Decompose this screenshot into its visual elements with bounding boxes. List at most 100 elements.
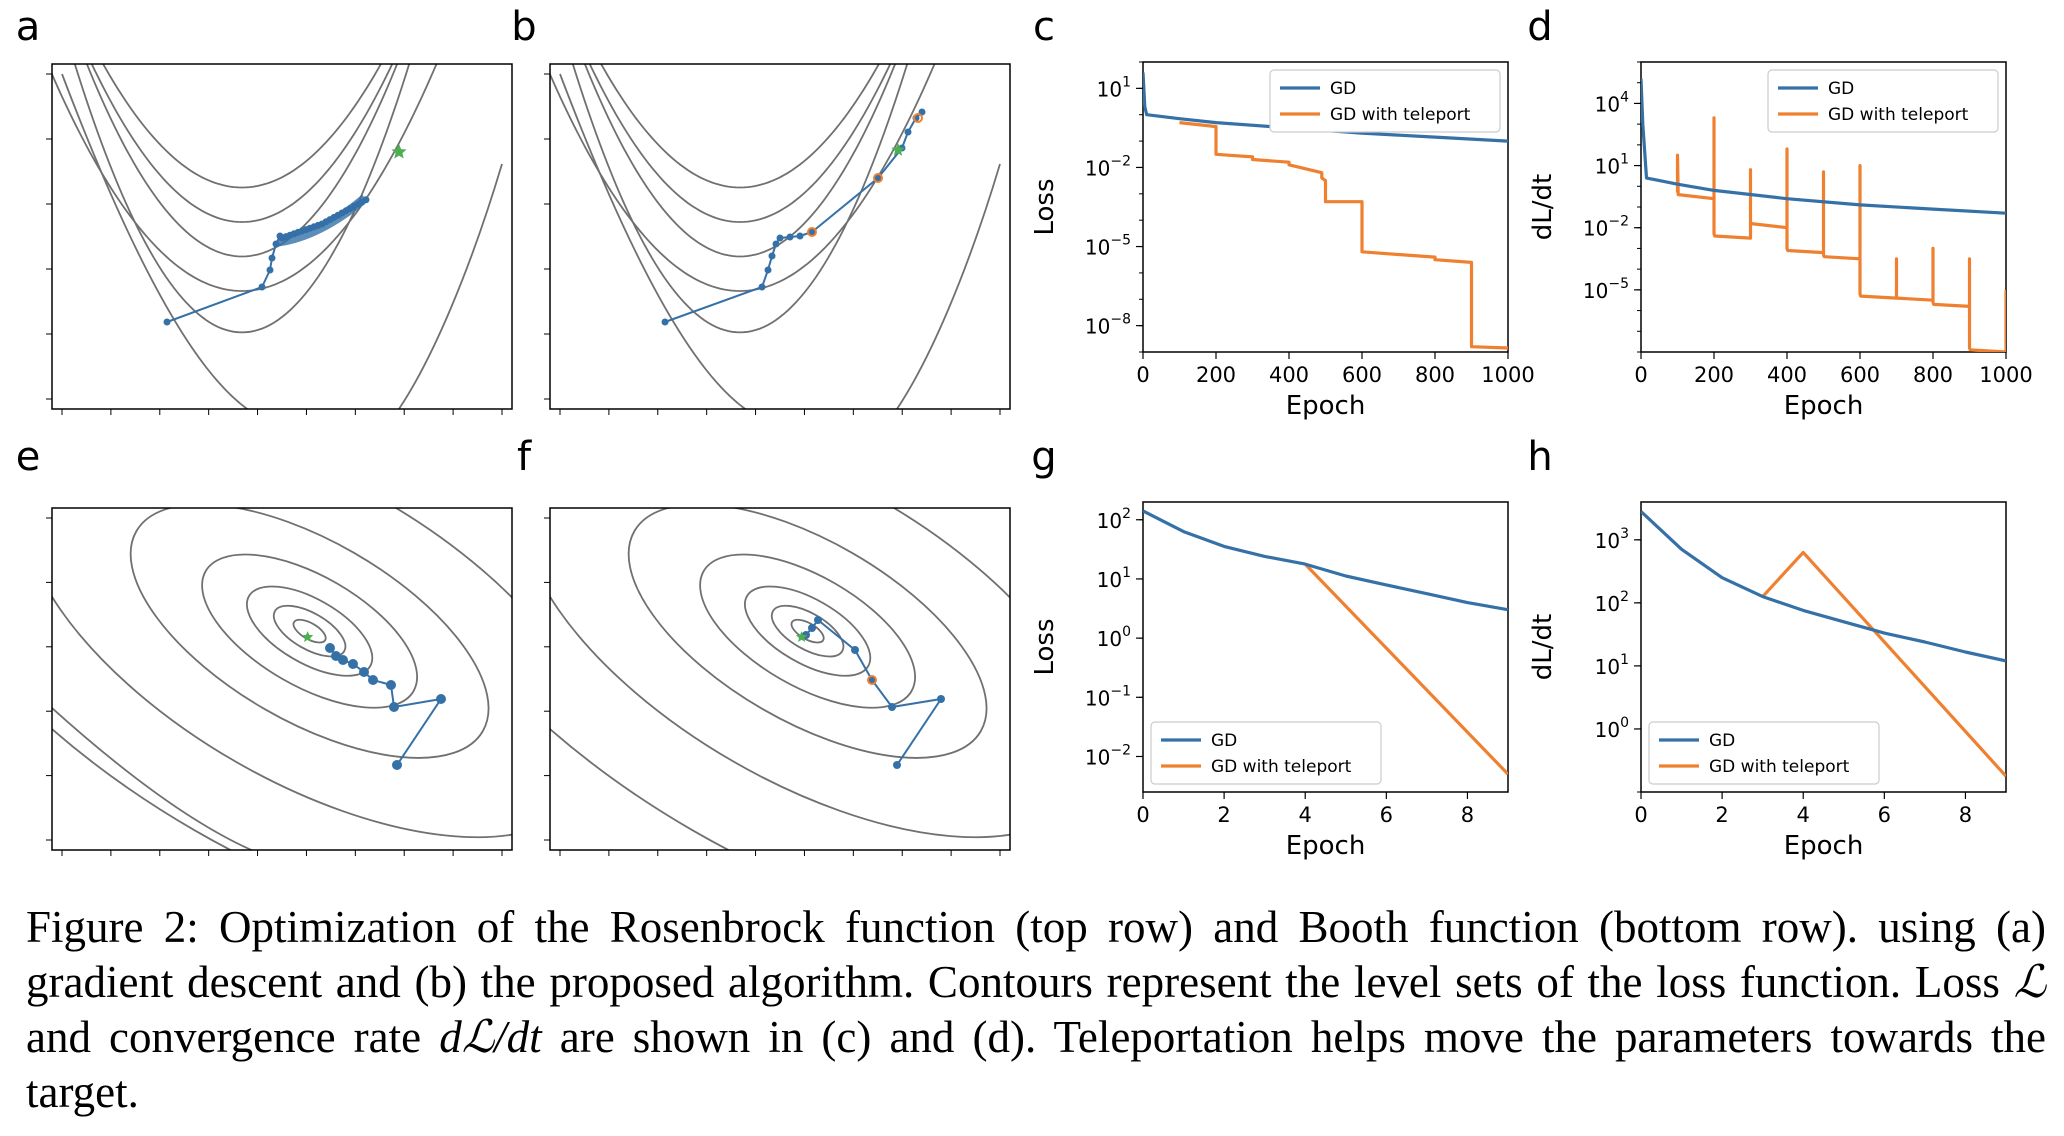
panel-e-gd-trajectory-point bbox=[359, 667, 369, 677]
panel-a-contour-line bbox=[90, 64, 394, 223]
panel-g-frame bbox=[1142, 501, 1509, 793]
panel-h-xtick-label: 6 bbox=[1878, 803, 1891, 827]
panel-e-contour-line bbox=[246, 585, 374, 677]
panel-f-teleport-trajectory-point bbox=[868, 676, 876, 684]
panel-d-legend bbox=[1767, 69, 1999, 133]
panel-b-gd-trajectory-point bbox=[786, 233, 794, 241]
panel-a-contour-line bbox=[397, 163, 503, 409]
panel-b-contour-line bbox=[895, 163, 1001, 409]
panel-h-xlabel: Epoch bbox=[1784, 831, 1864, 861]
panel-b-teleport-marker bbox=[807, 227, 817, 237]
panel-f-contour-line bbox=[744, 585, 872, 677]
panel-a-gd-trajectory-point bbox=[272, 240, 280, 248]
panel-f-contour-line bbox=[550, 508, 1010, 850]
panel-a-gd-trajectory-point bbox=[266, 266, 274, 274]
panel-d-series-gd bbox=[1641, 78, 2006, 215]
panel-g-legend-label: GD with teleport bbox=[1211, 757, 1352, 777]
panel-d-ytick-label: 10−2 bbox=[1583, 214, 1629, 241]
figure: a b c de f g h0 200 400 600 800 100010110−210−510−8… bbox=[16, 4, 2033, 861]
panel-d-ytick-label: 101 bbox=[1595, 152, 1629, 179]
panel-g-xtick-label: 2 bbox=[1217, 803, 1230, 827]
panel-a-frame bbox=[51, 63, 513, 410]
panel-g-series-group bbox=[1143, 509, 1508, 776]
panel-f-contour-line bbox=[550, 508, 1010, 839]
panel-g-series-teleport bbox=[1304, 562, 1508, 776]
panel-e-contour-line bbox=[52, 707, 254, 850]
panel-e-gd-trajectory-point bbox=[386, 680, 396, 690]
panel-e-contour-line bbox=[129, 508, 490, 759]
panel-h-chart bbox=[1634, 501, 2007, 799]
panel-a-contour-line bbox=[102, 64, 382, 189]
panel-a-contour-line bbox=[61, 73, 249, 409]
panel-g-ytick-label: 10−1 bbox=[1085, 683, 1131, 710]
panel-d-xtick-label: 600 bbox=[1840, 363, 1880, 387]
panel-c-xtick-label: 200 bbox=[1196, 363, 1236, 387]
panel-h-xtick-label: 4 bbox=[1797, 803, 1810, 827]
caption-text-2: and convergence rate bbox=[26, 1012, 422, 1062]
panel-b-gd-trajectory-point bbox=[796, 232, 804, 240]
panel-d-series-teleport bbox=[1675, 116, 2006, 352]
panel-a-gd-trajectory-cluster bbox=[277, 194, 368, 247]
panel-b-target-star bbox=[891, 143, 905, 156]
panel-g-series-gd bbox=[1143, 509, 1508, 612]
panel-b-gd-trajectory-point bbox=[768, 252, 776, 260]
panel-c-ytick-label: 10−8 bbox=[1085, 312, 1131, 339]
panel-d-ytick-label: 10−5 bbox=[1583, 276, 1629, 303]
panel-b-gd-trajectory-point bbox=[776, 234, 784, 242]
panel-letter-g: g bbox=[1031, 434, 1056, 480]
panel-a-gd-trajectory-point bbox=[268, 254, 276, 262]
panel-b-teleport-trajectory-point bbox=[904, 128, 912, 136]
panel-d-series-group bbox=[1641, 78, 2006, 352]
panel-a-target-star bbox=[391, 144, 407, 159]
panel-b-gd-trajectory-point bbox=[661, 318, 669, 326]
panel-a-contour-line bbox=[73, 64, 411, 334]
panel-c-series-gd bbox=[1143, 72, 1508, 143]
panel-b-contour-line bbox=[588, 64, 892, 223]
panel-letter-a: a bbox=[16, 4, 41, 50]
panel-c-xlabel: Epoch bbox=[1286, 391, 1366, 421]
panel-h-ytick-label: 101 bbox=[1595, 652, 1629, 679]
panel-e-gd-trajectory-point bbox=[331, 651, 341, 661]
panel-b-contour-line bbox=[571, 64, 909, 334]
panel-d-legend-label: GD with teleport bbox=[1828, 105, 1969, 125]
panel-c-xtick-label: 1000 bbox=[1481, 363, 1534, 387]
panel-e-contour-line bbox=[52, 508, 512, 839]
panel-f-contour-line bbox=[627, 508, 988, 759]
panel-b-teleport-marker bbox=[873, 173, 883, 183]
panel-f-gd-trajectory-path bbox=[871, 679, 944, 766]
panel-f-teleport-trajectory-point bbox=[814, 616, 822, 624]
panel-c-legend-label: GD bbox=[1330, 79, 1356, 99]
panel-b-gd-trajectory-point bbox=[764, 266, 772, 274]
panel-g-legend-label: GD bbox=[1211, 731, 1237, 751]
panel-c-ytick-label: 10−5 bbox=[1085, 233, 1131, 260]
panel-d-legend-label: GD bbox=[1828, 79, 1854, 99]
panel-g-xlabel: Epoch bbox=[1286, 831, 1366, 861]
panel-c-series-teleport bbox=[1179, 121, 1508, 350]
panel-letter-d: d bbox=[1527, 4, 1552, 50]
panel-c-chart bbox=[1136, 61, 1509, 359]
panel-g-xtick-label: 0 bbox=[1136, 803, 1149, 827]
panel-e-gd-trajectory-point bbox=[348, 659, 358, 669]
panel-e bbox=[46, 507, 513, 856]
panel-h-legend-label: GD bbox=[1709, 731, 1735, 751]
panel-e-gd-trajectory-point bbox=[392, 760, 402, 770]
caption-rate-symbol: dℒ/dt bbox=[439, 1012, 542, 1062]
panel-h-xtick-label: 8 bbox=[1959, 803, 1972, 827]
panel-f-gd-trajectory-point bbox=[888, 703, 896, 711]
caption-figure-label: Figure 2: bbox=[26, 902, 199, 952]
panel-e-gd-trajectory-point bbox=[325, 643, 335, 653]
panel-c-xtick-label: 800 bbox=[1415, 363, 1455, 387]
panel-b-frame bbox=[549, 63, 1011, 410]
panel-a-gd-trajectory-point bbox=[258, 283, 266, 291]
caption-text-1: Optimization of the Rosenbrock function … bbox=[26, 902, 2047, 1007]
panel-b-gd-trajectory-point bbox=[758, 283, 766, 291]
panel-b bbox=[544, 63, 1011, 415]
panel-f-contour-line bbox=[699, 553, 916, 709]
panel-b-teleport-trajectory-point bbox=[874, 174, 882, 182]
panel-e-contours bbox=[52, 508, 512, 850]
panel-b-teleport-marker bbox=[913, 113, 923, 123]
panel-f-target-star bbox=[795, 631, 808, 642]
panel-f-teleport-trajectory-point bbox=[851, 646, 859, 654]
figure-caption: Figure 2: Optimization of the Rosenbrock… bbox=[26, 900, 2046, 1120]
panel-h-xtick-label: 2 bbox=[1715, 803, 1728, 827]
